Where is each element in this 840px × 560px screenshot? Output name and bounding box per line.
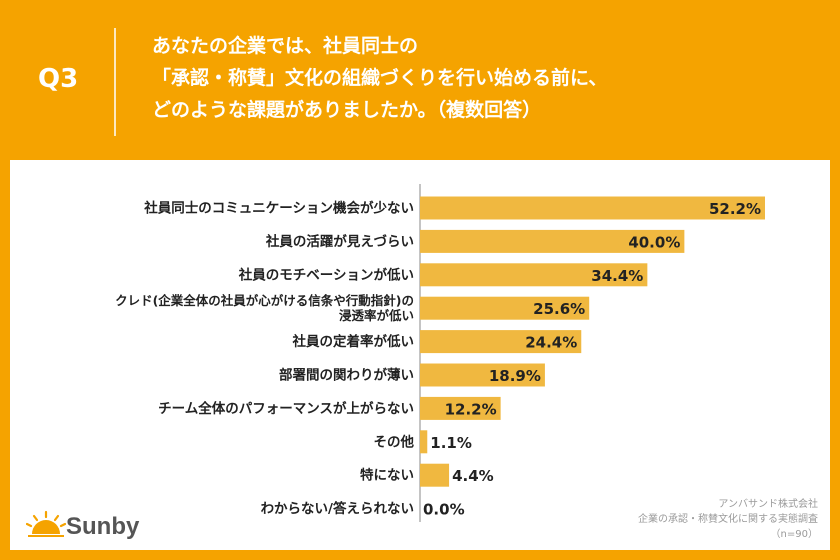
- bar: [420, 363, 545, 387]
- data-label: 25.6%: [533, 300, 585, 318]
- bar: [420, 463, 450, 487]
- category-label: 社員同士のコミュニケーション機会が少ない: [143, 200, 414, 217]
- bar: [420, 430, 428, 454]
- question-line-1: あなたの企業では、社員同士の: [152, 35, 419, 57]
- data-label: 52.2%: [709, 200, 761, 218]
- source-company: アンバサンド株式会社: [718, 499, 818, 510]
- question-line-3: どのような課題がありましたか。（複数回答）: [152, 99, 542, 121]
- bar: [420, 263, 648, 287]
- bar-chart: 52.2% 社員同士のコミュニケーション機会が少ない 40.0% 社員の活躍が見えづら…: [115, 184, 765, 522]
- source-survey: 企業の承認・称賛文化に関する実態調査: [638, 514, 818, 525]
- source-note: アンバサンド株式会社 企業の承認・称賛文化に関する実態調査 （n=90）: [638, 497, 818, 542]
- category-label: わからない/答えられない: [261, 500, 414, 517]
- question-number: Q3: [38, 64, 79, 94]
- logo-text: Sunby: [66, 513, 140, 540]
- category-label: 特にない: [360, 467, 414, 484]
- data-label: 4.4%: [452, 467, 494, 485]
- question-header: Q3 あなたの企業では、社員同士の 「承認・称賛」文化の組織づくりを行い始める前…: [0, 0, 840, 160]
- data-label: 0.0%: [423, 501, 465, 519]
- data-label: 40.0%: [628, 233, 680, 251]
- data-label: 24.4%: [525, 334, 577, 352]
- bar: [420, 396, 501, 420]
- question-line-2: 「承認・称賛」文化の組織づくりを行い始める前に、: [152, 67, 608, 89]
- category-label: 浸透率が低い: [339, 308, 414, 323]
- sun-icon: [25, 510, 67, 537]
- bar: [420, 296, 590, 320]
- chart-panel: 52.2% 社員同士のコミュニケーション機会が少ない 40.0% 社員の活躍が見えづら…: [10, 160, 830, 550]
- bar: [420, 196, 765, 220]
- header-divider: [114, 28, 116, 136]
- data-label: 12.2%: [445, 400, 497, 418]
- data-label: 34.4%: [591, 267, 643, 285]
- question-text: あなたの企業では、社員同士の 「承認・称賛」文化の組織づくりを行い始める前に、 …: [152, 30, 607, 126]
- data-label: 18.9%: [489, 367, 541, 385]
- bar: [420, 229, 685, 253]
- category-label: 社員の定着率が低い: [292, 333, 415, 350]
- bar: [420, 330, 582, 354]
- data-label: 1.1%: [430, 434, 472, 452]
- category-label: チーム全体のパフォーマンスが上がらない: [158, 400, 414, 417]
- category-label: 社員のモチベーションが低い: [238, 266, 414, 283]
- category-label: 部署間の関わりが薄い: [279, 367, 414, 384]
- category-label: 社員の活躍が見えづらい: [265, 233, 414, 250]
- category-label: クレド(企業全体の社員が心がける信条や行動指針)の: [115, 293, 414, 308]
- source-sample: （n=90）: [770, 529, 818, 540]
- sunby-logo: Sunby: [25, 510, 139, 544]
- category-label: その他: [374, 433, 415, 450]
